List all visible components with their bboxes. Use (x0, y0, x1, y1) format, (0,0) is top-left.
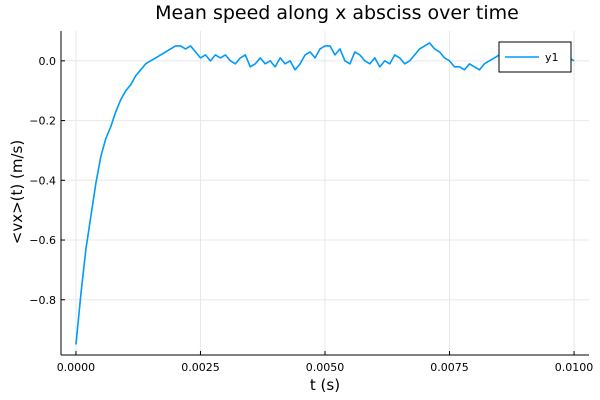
y-tick-label: −0.2 (29, 115, 56, 128)
x-tick-label: 0.0075 (430, 361, 469, 374)
legend: y1 (498, 41, 572, 73)
y-axis-label: <vx>(t) (m/s) (8, 140, 26, 244)
x-tick-label: 0.0050 (306, 361, 345, 374)
y-tick-label: −0.8 (29, 294, 56, 307)
x-axis-label: t (s) (310, 376, 340, 394)
x-tick-label: 0.0025 (181, 361, 220, 374)
series-layer (75, 42, 575, 345)
y-tick-label: 0.0 (39, 55, 57, 68)
series-line-y1 (75, 42, 575, 345)
legend-label-y1: y1 (545, 51, 559, 64)
tick-labels: 0.0000 0.0025 0.0050 0.0075 0.0100 −0.8 −0.6 −0… (29, 55, 593, 374)
y-tick-label: −0.6 (29, 234, 56, 247)
x-tick-label: 0.0000 (57, 361, 96, 374)
axes (60, 31, 589, 356)
x-tick-label: 0.0100 (555, 361, 594, 374)
chart-title: Mean speed along x absciss over time (155, 2, 519, 24)
y-tick-label: −0.4 (29, 174, 56, 187)
grid-lines (61, 31, 589, 355)
